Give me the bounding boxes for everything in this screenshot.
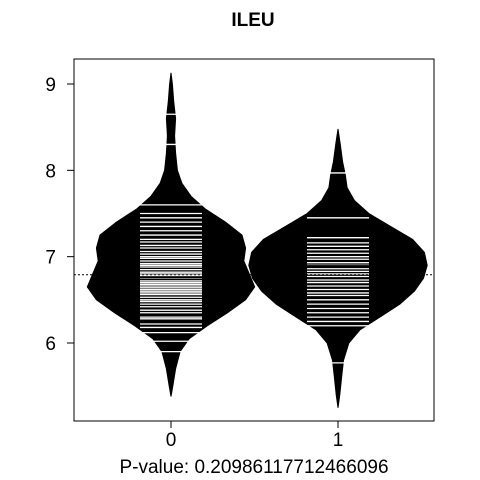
plot-frame <box>73 58 435 422</box>
x-tick-label-0: 0 <box>166 430 177 451</box>
y-tick-label-9: 9 <box>45 75 56 96</box>
y-tick-label-7: 7 <box>45 248 56 269</box>
beans-layer <box>86 72 428 408</box>
mean-lines-layer <box>93 265 416 279</box>
observation-lines-layer <box>140 113 369 364</box>
x-axis-label: P-value: 0.20986117712466096 <box>119 457 388 478</box>
y-tick-label-8: 8 <box>45 161 56 182</box>
y-axis: 6 7 8 9 <box>45 75 74 355</box>
x-tick-label-1: 1 <box>333 430 344 451</box>
y-tick-label-6: 6 <box>45 334 56 355</box>
chart-title: ILEU <box>231 10 274 31</box>
